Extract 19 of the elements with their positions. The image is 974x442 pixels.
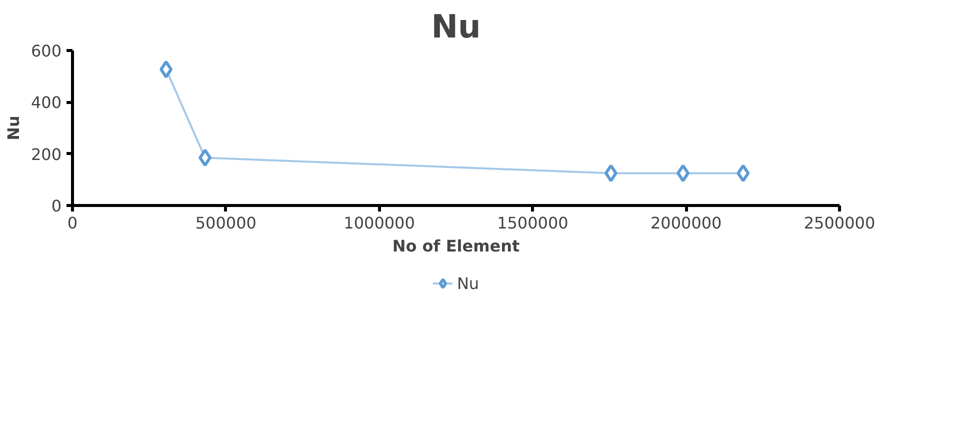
y-tick-label: 0 <box>51 196 62 216</box>
x-tick-label: 1500000 <box>497 214 568 232</box>
x-tick-label: 2000000 <box>650 214 722 232</box>
x-tick-label: 1000000 <box>344 214 415 232</box>
point <box>604 164 618 182</box>
point <box>160 60 173 78</box>
y-axis-title: Nu <box>4 116 23 140</box>
x-tick-label: 0 <box>67 214 78 232</box>
point <box>198 148 212 167</box>
x-tick-label: 2500000 <box>804 214 876 232</box>
y-tick-label: 200 <box>30 144 62 164</box>
point <box>736 164 750 182</box>
chart-title: Nu <box>431 8 481 46</box>
y-tick-label: 600 <box>30 42 62 60</box>
x-axis-title: No of Element <box>392 236 520 256</box>
point <box>676 164 690 182</box>
x-tick-label: 500000 <box>195 214 256 232</box>
legend-label: Nu <box>456 274 480 292</box>
y-tick-label: 400 <box>30 93 62 112</box>
